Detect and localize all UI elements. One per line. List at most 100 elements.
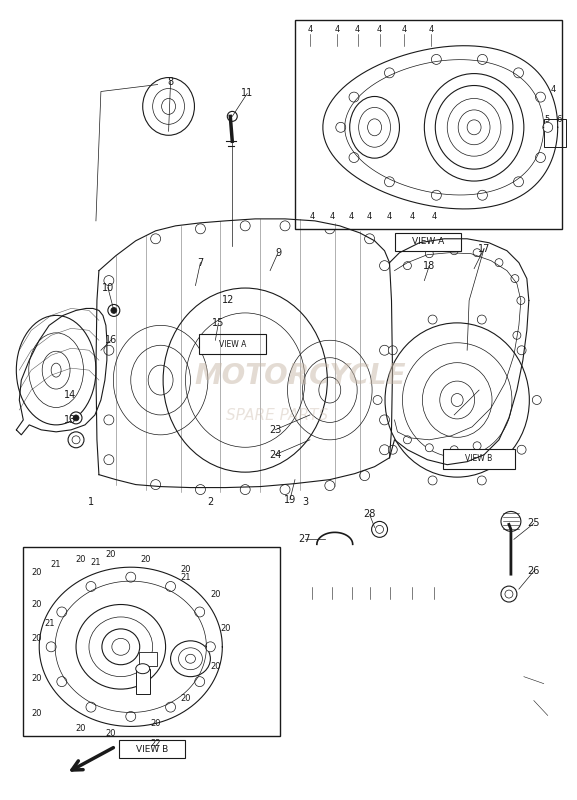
Text: SPARE PARTS: SPARE PARTS xyxy=(226,409,328,423)
Text: 3: 3 xyxy=(302,497,308,506)
Bar xyxy=(138,652,156,666)
Text: 4: 4 xyxy=(551,85,556,94)
Circle shape xyxy=(240,221,250,231)
Circle shape xyxy=(57,607,67,617)
Text: 12: 12 xyxy=(222,295,234,306)
Circle shape xyxy=(477,190,488,200)
Text: 10: 10 xyxy=(102,282,114,293)
Circle shape xyxy=(432,190,441,200)
Circle shape xyxy=(227,111,237,122)
Circle shape xyxy=(46,642,56,652)
Circle shape xyxy=(194,677,205,686)
Circle shape xyxy=(501,511,521,531)
Text: 20: 20 xyxy=(31,709,42,718)
Circle shape xyxy=(365,234,374,244)
Text: 4: 4 xyxy=(432,212,437,222)
Circle shape xyxy=(280,221,290,231)
Circle shape xyxy=(535,92,545,102)
Circle shape xyxy=(111,307,117,314)
Text: 11: 11 xyxy=(241,89,253,98)
Circle shape xyxy=(428,315,437,324)
Circle shape xyxy=(86,582,96,591)
Circle shape xyxy=(325,224,335,234)
Text: 4: 4 xyxy=(410,212,415,222)
Text: 2: 2 xyxy=(207,497,213,506)
Circle shape xyxy=(501,586,517,602)
Circle shape xyxy=(376,526,384,534)
Text: 25: 25 xyxy=(527,518,540,529)
Text: 20: 20 xyxy=(31,599,42,609)
Circle shape xyxy=(403,436,411,444)
Circle shape xyxy=(166,702,175,712)
Circle shape xyxy=(384,68,395,78)
Circle shape xyxy=(425,444,433,452)
Circle shape xyxy=(513,331,521,339)
Circle shape xyxy=(68,432,84,448)
Circle shape xyxy=(535,153,545,162)
Text: 20: 20 xyxy=(106,550,116,558)
Text: 20: 20 xyxy=(76,724,86,733)
Text: 6: 6 xyxy=(556,115,561,124)
Bar xyxy=(23,547,280,736)
FancyBboxPatch shape xyxy=(443,449,515,469)
Circle shape xyxy=(166,582,175,591)
Text: 4: 4 xyxy=(308,26,313,34)
Text: 5: 5 xyxy=(544,115,549,124)
FancyBboxPatch shape xyxy=(119,740,185,758)
Ellipse shape xyxy=(171,641,211,677)
Text: VIEW B: VIEW B xyxy=(136,745,168,754)
Circle shape xyxy=(196,485,205,494)
Text: 20: 20 xyxy=(31,634,42,643)
Text: 4: 4 xyxy=(429,26,434,34)
Text: 15: 15 xyxy=(212,318,224,328)
Circle shape xyxy=(373,395,382,405)
Text: 21: 21 xyxy=(44,619,54,629)
Text: 16: 16 xyxy=(105,335,117,346)
Circle shape xyxy=(126,572,136,582)
Ellipse shape xyxy=(136,664,149,674)
Circle shape xyxy=(104,415,114,425)
Text: 17: 17 xyxy=(478,244,490,254)
Text: 20: 20 xyxy=(151,719,161,728)
Text: 18: 18 xyxy=(423,261,436,270)
Text: 1: 1 xyxy=(88,497,94,506)
Text: 7: 7 xyxy=(197,258,204,268)
Text: 4: 4 xyxy=(377,26,382,34)
Circle shape xyxy=(196,224,205,234)
Circle shape xyxy=(380,445,389,454)
Circle shape xyxy=(517,346,526,354)
Text: 21: 21 xyxy=(180,573,191,582)
Circle shape xyxy=(425,250,433,258)
Text: 4: 4 xyxy=(402,26,407,34)
Circle shape xyxy=(473,249,481,257)
Circle shape xyxy=(349,153,359,162)
Text: 19: 19 xyxy=(284,494,296,505)
Circle shape xyxy=(280,485,290,494)
Circle shape xyxy=(372,522,388,538)
Circle shape xyxy=(380,415,389,425)
Bar xyxy=(136,669,149,694)
Circle shape xyxy=(104,454,114,465)
Text: 21: 21 xyxy=(91,558,101,566)
Text: 23: 23 xyxy=(269,425,281,435)
Circle shape xyxy=(477,54,488,64)
Text: 22: 22 xyxy=(151,739,161,748)
Circle shape xyxy=(517,446,526,454)
Text: 20: 20 xyxy=(180,694,191,703)
Circle shape xyxy=(108,305,120,317)
Text: 26: 26 xyxy=(527,566,540,576)
Text: 4: 4 xyxy=(387,212,392,222)
FancyBboxPatch shape xyxy=(200,334,266,354)
Text: 20: 20 xyxy=(180,565,191,574)
Circle shape xyxy=(514,68,523,78)
Text: 20: 20 xyxy=(210,590,220,598)
Circle shape xyxy=(104,276,114,286)
Circle shape xyxy=(151,480,160,490)
Circle shape xyxy=(359,470,370,481)
Text: 20: 20 xyxy=(31,674,42,683)
Circle shape xyxy=(126,711,136,722)
Circle shape xyxy=(473,442,481,450)
Circle shape xyxy=(533,395,541,405)
Text: 20: 20 xyxy=(140,554,151,564)
Circle shape xyxy=(325,481,335,490)
